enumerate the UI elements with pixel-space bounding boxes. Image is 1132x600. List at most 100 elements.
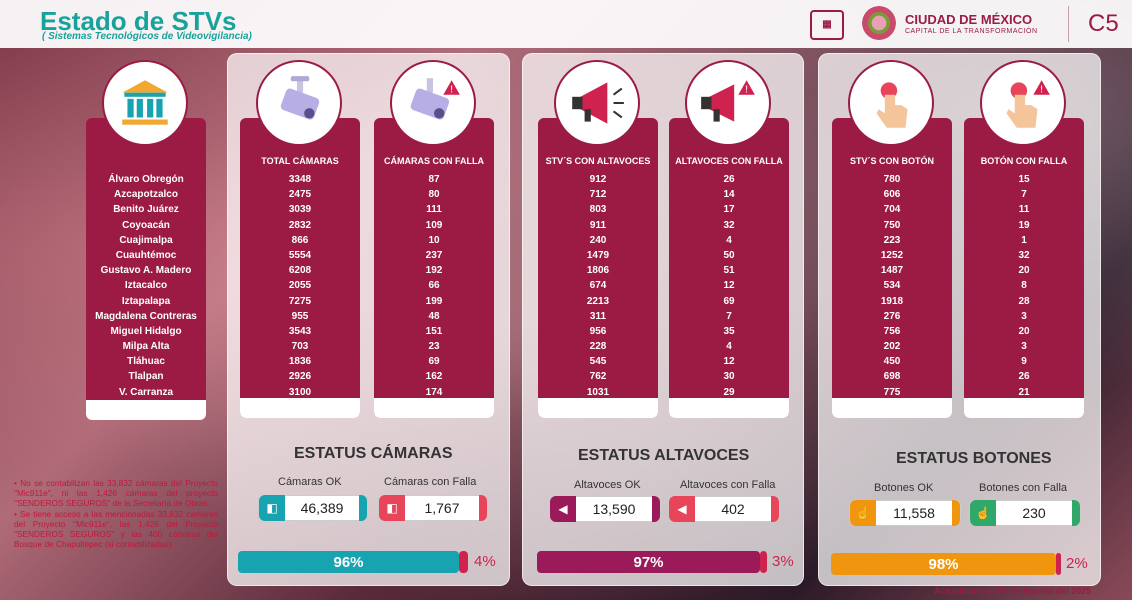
column-value: 712	[589, 189, 607, 201]
column-value: 28	[1018, 295, 1030, 307]
column-value: 3543	[288, 325, 312, 337]
alcaldia-name: Miguel Hidalgo	[110, 325, 182, 337]
botones-falla-progress-bar	[1056, 553, 1061, 575]
column-header: STV´S CON BOTÓN	[849, 156, 934, 166]
column-value: 23	[428, 341, 440, 353]
column-value: 704	[883, 204, 901, 216]
column-value: 111	[426, 204, 442, 216]
alcaldia-name: Cuauhtémoc	[115, 249, 177, 261]
camera-icon: ◧	[259, 495, 285, 521]
column-value: 7	[1021, 189, 1027, 201]
column-value: 1806	[586, 265, 610, 277]
column-value: 20	[1018, 325, 1030, 337]
column-header: TOTAL CÁMARAS	[261, 156, 339, 166]
megaphone-icon	[572, 82, 624, 124]
column-value: 26	[1018, 371, 1030, 383]
column-footer	[240, 398, 360, 418]
column-value: 50	[723, 249, 735, 261]
column-value: 3	[1021, 341, 1027, 353]
city-tagline: CAPITAL DE LA TRANSFORMACIÓN	[905, 28, 1038, 35]
altavoces-falla-box: ◀ 402	[668, 496, 780, 522]
column-value: 1836	[288, 356, 312, 368]
alcaldia-name: Iztacalco	[124, 280, 168, 292]
column-value: 69	[428, 356, 440, 368]
column-value: 756	[883, 325, 901, 337]
altavoces-ok-label: Altavoces OK	[574, 479, 641, 491]
column-value: 35	[723, 325, 735, 337]
column-value: 192	[425, 265, 443, 277]
column-value: 1479	[586, 249, 610, 261]
column-header: STV´S CON ALTAVOCES	[545, 156, 651, 166]
altavoces-falla-label: Altavoces con Falla	[680, 479, 776, 491]
column-value: 29	[723, 386, 735, 398]
column-value: 69	[723, 295, 735, 307]
column-value: 545	[589, 356, 607, 368]
camaras-falla-percent: 4%	[474, 553, 496, 570]
hand-button-warning-icon: ☝	[970, 500, 996, 526]
botones-falla-label: Botones con Falla	[979, 482, 1068, 494]
column-value: 80	[428, 189, 440, 201]
column-value: 10	[428, 234, 440, 246]
column-value: 48	[428, 310, 440, 322]
column-value: 955	[291, 310, 309, 322]
page-title: Estado de STVs	[40, 6, 237, 36]
status-camaras-title: ESTATUS CÁMARAS	[294, 445, 453, 462]
altavoces-ok-percent: 97%	[633, 553, 664, 571]
button-alert-circle: !	[980, 60, 1066, 146]
svg-text:!: !	[450, 85, 454, 96]
column-value: 19	[1018, 219, 1030, 231]
government-building-circle	[102, 60, 188, 146]
column-value: 11	[1018, 204, 1030, 216]
box-accent	[359, 495, 367, 521]
column-value: 17	[723, 204, 735, 216]
column-value: 8	[1021, 280, 1027, 292]
botones-ok-percent: 98%	[928, 555, 959, 573]
megaphone-circle	[554, 60, 640, 146]
alcaldia-name: Magdalena Contreras	[95, 310, 197, 322]
alcaldia-name: Benito Juárez	[113, 204, 179, 216]
header-bar: Estado de STVs ( Sistemas Tecnológicos d…	[0, 0, 1132, 48]
camaras-falla-label: Cámaras con Falla	[384, 476, 477, 488]
column-value: 174	[425, 386, 443, 398]
column-value: 87	[428, 174, 440, 185]
column-footer	[669, 398, 789, 418]
column-value: 866	[291, 234, 309, 246]
alcaldia-name: Azcapotzalco	[114, 189, 178, 201]
column-value: 3	[1021, 310, 1027, 322]
column-value: 223	[883, 234, 901, 246]
camera-warning-icon: !	[410, 78, 460, 120]
status-botones-title: ESTATUS BOTONES	[896, 450, 1052, 467]
camaras-ok-box: ◧ 46,389	[258, 495, 368, 521]
column-value: 199	[425, 295, 443, 307]
column-value: 750	[883, 219, 901, 231]
alcaldia-name: Tlalpan	[128, 371, 164, 383]
cdmx-flower-logo-icon	[862, 6, 896, 40]
box-accent	[1072, 500, 1080, 526]
column-value: 1252	[880, 249, 904, 261]
column-header: ALTAVOCES CON FALLA	[675, 156, 783, 166]
column-value: 1487	[880, 265, 904, 277]
column-value: 762	[589, 371, 607, 383]
boton-falla-column: BOTÓN CON FALLA 15 7 11 19 1 32 20 8 28 3 20 3 9 26 21…	[964, 118, 1084, 418]
column-value: 109	[425, 219, 443, 231]
column-value: 606	[883, 189, 901, 201]
megaphone-warning-icon: ◀	[669, 496, 695, 522]
botones-ok-progress-bar: 98%	[831, 553, 1056, 575]
hand-button-warning-icon: !	[1006, 80, 1050, 128]
camaras-falla-progress-bar	[459, 551, 468, 573]
column-value: 2055	[288, 280, 312, 292]
alcaldia-name: Cuajimalpa	[119, 234, 173, 246]
alcaldia-name: Gustavo A. Madero	[100, 265, 192, 277]
alcaldia-name: Tláhuac	[127, 356, 165, 368]
column-value: 311	[589, 310, 607, 322]
column-footer	[832, 398, 952, 418]
column-value: 3039	[288, 204, 312, 216]
column-value: 5554	[288, 249, 312, 261]
camaras-falla-box: ◧ 1,767	[378, 495, 488, 521]
camaras-falla-list: 8780111109102371926619948151236916217449	[374, 172, 494, 415]
svg-text:!: !	[745, 85, 749, 96]
botones-falla-box: ☝ 230	[969, 500, 1081, 526]
column-value: 2832	[288, 219, 312, 231]
alcaldias-column: Álvaro Obregón Azcapotzalco Benito Juárez C…	[86, 118, 206, 420]
footnote-item: • Se tiene acceso a las mencionadas 33,8…	[14, 508, 218, 550]
